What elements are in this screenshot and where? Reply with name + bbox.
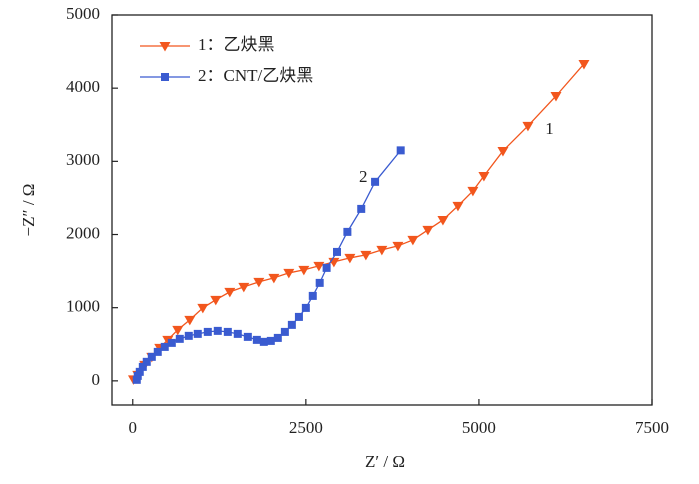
data-point (357, 204, 366, 213)
data-point (167, 338, 176, 347)
data-point (142, 357, 151, 366)
annotation: 1 (545, 119, 554, 138)
data-point (467, 186, 479, 197)
data-point (283, 268, 295, 279)
data-point (437, 215, 449, 226)
y-tick-label: 4000 (66, 77, 100, 96)
data-point (578, 59, 590, 70)
data-point (333, 247, 341, 256)
data-point (243, 332, 252, 341)
y-tick-label: 5000 (66, 4, 100, 23)
x-tick-label: 2500 (289, 418, 323, 437)
data-point (315, 278, 324, 287)
data-point (313, 261, 325, 272)
data-point (175, 334, 184, 343)
data-point (238, 282, 250, 293)
data-point (252, 335, 261, 344)
data-point (478, 171, 490, 182)
data-point (280, 327, 289, 336)
data-point (259, 337, 268, 346)
data-point (343, 227, 352, 236)
data-point (253, 277, 265, 288)
data-point (371, 177, 380, 186)
legend-label: 2：CNT/乙炔黑 (198, 66, 313, 85)
data-point (197, 303, 209, 314)
annotation: 2 (359, 167, 368, 186)
legend-marker (161, 73, 169, 81)
data-point (452, 201, 464, 212)
data-point (213, 326, 222, 335)
data-point (550, 92, 562, 102)
data-point (266, 336, 275, 345)
data-point (160, 342, 169, 351)
data-point (203, 327, 212, 336)
data-point (184, 315, 196, 326)
data-point (497, 146, 509, 157)
data-point (268, 273, 280, 284)
data-point (273, 333, 282, 342)
y-tick-label: 3000 (66, 150, 100, 169)
plot-frame (111, 14, 653, 406)
data-point (322, 263, 331, 272)
data-point (360, 250, 372, 261)
data-point (153, 347, 162, 356)
legend-label: 1：乙炔黑 (198, 35, 275, 54)
data-point (407, 235, 419, 246)
x-tick-label: 7500 (635, 418, 669, 437)
data-point (172, 325, 184, 336)
x-tick-label: 0 (129, 418, 138, 437)
data-point (392, 241, 404, 252)
data-point (147, 352, 156, 361)
data-point (376, 245, 388, 256)
x-tick-label: 5000 (462, 418, 496, 437)
data-point (422, 225, 434, 236)
y-tick-label: 2000 (66, 223, 100, 242)
data-point (298, 265, 310, 276)
data-point (135, 367, 144, 376)
data-point (224, 287, 236, 298)
y-tick-label: 1000 (66, 297, 100, 316)
data-point (162, 335, 174, 346)
y-axis-label: −Z″ / Ω (19, 184, 38, 237)
data-point (396, 146, 405, 155)
data-point (223, 327, 232, 336)
data-point (138, 362, 147, 371)
data-point (184, 331, 193, 340)
y-tick-label: 0 (92, 370, 101, 389)
data-point (287, 320, 296, 329)
data-point (133, 371, 142, 380)
x-axis-label: Z′ / Ω (365, 452, 405, 471)
data-point (233, 329, 242, 338)
data-point (344, 253, 356, 264)
data-point (308, 291, 317, 300)
legend-marker (159, 42, 171, 52)
data-point (522, 121, 534, 132)
data-point (301, 303, 310, 312)
data-point (193, 329, 202, 338)
data-point (294, 312, 303, 321)
data-point (210, 295, 222, 306)
